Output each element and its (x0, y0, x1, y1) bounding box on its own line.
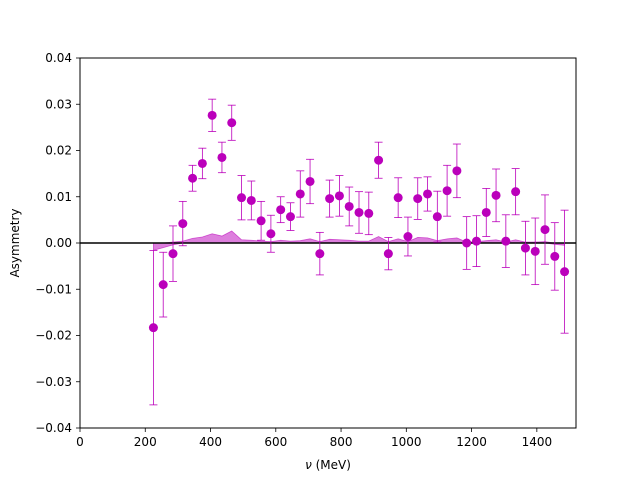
data-point (188, 173, 198, 183)
data-point (471, 236, 481, 246)
data-point (256, 216, 266, 226)
data-point (344, 201, 354, 211)
data-point (413, 194, 423, 204)
y-tick-label: 0.04 (45, 51, 72, 65)
data-point (295, 189, 305, 199)
data-points-layer (148, 110, 570, 333)
y-tick-label: −0.02 (35, 329, 72, 343)
y-tick-label: 0.01 (45, 190, 72, 204)
data-point (334, 191, 344, 201)
data-point (393, 193, 403, 203)
data-point (374, 155, 384, 165)
x-axis-ticks: 0 200 400 600 800 1000 1200 1400 (76, 428, 552, 449)
data-point (305, 176, 315, 186)
data-point (227, 118, 237, 128)
data-point (442, 186, 452, 196)
data-point (462, 238, 472, 248)
data-point (481, 207, 491, 217)
y-axis-label: Asymmetry (8, 208, 22, 277)
data-point (207, 110, 217, 120)
x-axis-label: ν (MeV) (305, 458, 351, 472)
data-point (266, 229, 276, 239)
data-point (148, 323, 158, 333)
x-tick-label: 1000 (391, 435, 422, 449)
data-point (237, 193, 247, 203)
x-tick-label: 0 (76, 435, 84, 449)
data-point (511, 187, 521, 197)
data-point (423, 189, 433, 199)
x-tick-label: 400 (199, 435, 222, 449)
data-point (246, 195, 256, 205)
error-bars-layer (149, 98, 569, 406)
x-tick-label: 200 (134, 435, 157, 449)
x-tick-label: 1200 (456, 435, 487, 449)
data-point (354, 207, 364, 217)
data-point (285, 212, 295, 222)
data-point (168, 249, 178, 259)
y-tick-label: −0.01 (35, 282, 72, 296)
data-point (158, 280, 168, 290)
y-tick-label: 0.03 (45, 97, 72, 111)
data-point (452, 166, 462, 176)
data-point (197, 158, 207, 168)
data-point (540, 225, 550, 235)
data-point (403, 232, 413, 242)
y-tick-label: 0.02 (45, 144, 72, 158)
data-point (178, 219, 188, 229)
data-point (276, 205, 286, 215)
data-point (530, 246, 540, 256)
y-tick-label: −0.03 (35, 375, 72, 389)
data-point (560, 267, 570, 277)
data-point (383, 249, 393, 259)
data-point (550, 251, 560, 261)
data-point (364, 208, 374, 218)
data-point (491, 190, 501, 200)
y-axis-ticks: −0.04 −0.03 −0.02 −0.01 0.00 0.01 0.02 0.03 0.04 (35, 51, 80, 435)
data-point (325, 194, 335, 204)
y-tick-label: 0.00 (45, 236, 72, 250)
data-point (520, 243, 530, 253)
x-axis-label-symbol: ν (305, 458, 312, 472)
data-point (217, 152, 227, 162)
x-axis-label-unit: (MeV) (312, 458, 351, 472)
y-tick-label: −0.04 (35, 421, 72, 435)
x-tick-label: 1400 (522, 435, 553, 449)
data-point (501, 236, 511, 246)
x-tick-label: 600 (264, 435, 287, 449)
data-point (432, 212, 442, 222)
x-tick-label: 800 (330, 435, 353, 449)
data-point (315, 249, 325, 259)
